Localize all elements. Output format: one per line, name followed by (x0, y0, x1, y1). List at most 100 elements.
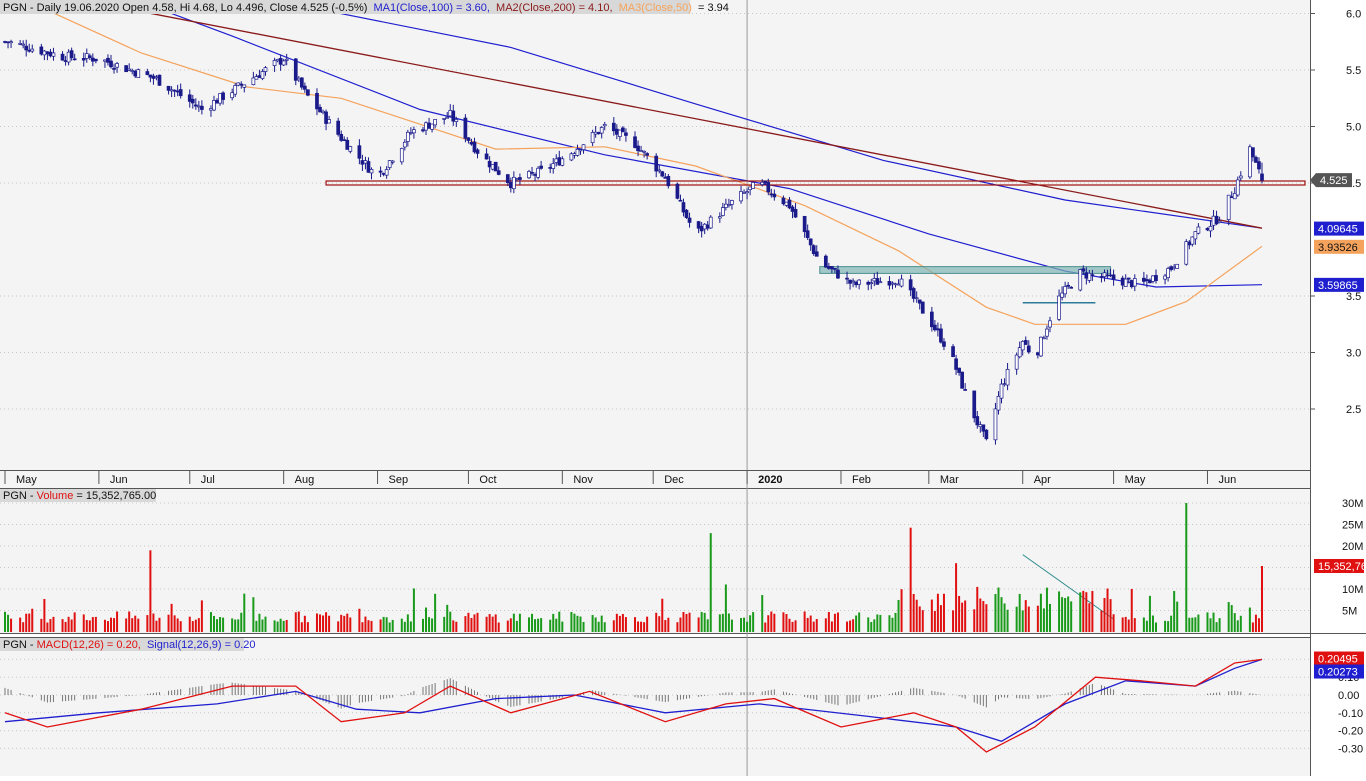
volume-tick-label: 20M (1342, 541, 1363, 553)
candle-body (402, 141, 407, 148)
volume-bar (173, 615, 176, 632)
volume-bar (385, 617, 388, 632)
macd-header-signal: Signal(12,26,9) = 0.20 (147, 639, 256, 651)
candle-body (611, 122, 616, 132)
volume-bar (1233, 613, 1236, 632)
volume-bar (1006, 609, 1009, 632)
volume-bar (973, 609, 976, 632)
volume-bar (346, 613, 349, 632)
volume-bar (664, 620, 667, 632)
volume-bar (909, 527, 912, 632)
volume-bar (1130, 588, 1133, 632)
volume-bar (282, 620, 285, 632)
volume-bar (261, 619, 264, 632)
candle-body (1026, 345, 1031, 353)
candle-body (445, 116, 450, 119)
candle-body (299, 77, 304, 88)
candle-body (427, 122, 431, 129)
volume-bar (73, 612, 76, 632)
candle-body (678, 199, 683, 202)
volume-bar (512, 613, 515, 632)
candle-body (233, 85, 238, 95)
volume-bar (791, 621, 794, 632)
candle-body (536, 167, 540, 178)
candle-body (557, 157, 562, 166)
volume-bar (431, 618, 434, 632)
month-label: Feb (852, 474, 871, 486)
candle-body (272, 60, 277, 66)
grid-layer (0, 0, 1310, 776)
candle-body (802, 215, 807, 233)
volume-bar (558, 611, 561, 632)
price-tick-label: 3.5 (1346, 291, 1361, 303)
candle-body (148, 74, 153, 78)
candle-body (760, 181, 765, 185)
candle-body (454, 119, 459, 122)
candle-body (87, 55, 92, 58)
price-tick-label: 3.0 (1346, 348, 1361, 360)
candle-body (424, 122, 428, 131)
volume-bar (179, 621, 182, 632)
candle-body (315, 92, 319, 110)
last-price-tag-bg (1310, 173, 1352, 188)
candle-body (993, 408, 998, 441)
candlesticks (3, 39, 1264, 445)
candle-body (1254, 156, 1258, 163)
candle-body (999, 383, 1004, 399)
candle-body (193, 104, 198, 107)
candle-body (169, 89, 174, 92)
volume-bar (1082, 590, 1085, 632)
candle-body (475, 149, 480, 154)
candle-body (599, 127, 604, 134)
candle-body (1166, 268, 1170, 278)
candle-body (1169, 266, 1173, 270)
candle-body (187, 94, 192, 102)
candle-body (1102, 272, 1107, 277)
candle-body (1063, 286, 1067, 295)
candle-body (1208, 226, 1213, 232)
candle-body (1251, 147, 1255, 158)
volume-bar (337, 621, 340, 632)
candle-body (933, 324, 937, 331)
candle-body (45, 51, 50, 55)
volume-bar (116, 611, 119, 632)
volume-bar (1239, 615, 1242, 632)
volume-bar (582, 621, 585, 632)
candle-body (72, 58, 77, 61)
volume-bar (515, 620, 518, 632)
candle-body (996, 396, 1001, 411)
volume-bar (803, 611, 806, 632)
price-tick-label: 2.5 (1346, 404, 1361, 416)
volume-bar (1236, 620, 1239, 632)
candle-body (911, 288, 916, 299)
volume-bar (25, 613, 28, 632)
candle-body (357, 145, 362, 159)
candle-body (1217, 220, 1222, 223)
volume-bar (1206, 612, 1209, 632)
price-header-ma3-value: = 3.94 (698, 2, 729, 14)
volume-bar (812, 621, 815, 632)
candle-body (896, 283, 901, 286)
candle-body (1260, 173, 1264, 181)
volume-header-bg (0, 489, 156, 502)
volume-bar (897, 599, 900, 632)
volume-bar (743, 617, 746, 632)
candle-body (236, 82, 241, 86)
candle-body (1069, 286, 1074, 289)
candle-body (42, 50, 47, 56)
volume-bar (273, 620, 276, 632)
candle-body (739, 191, 743, 202)
candle-body (230, 92, 235, 99)
volume-bar (194, 619, 197, 632)
candle-body (421, 129, 425, 132)
candle-body (18, 43, 22, 45)
candle-body (242, 84, 247, 88)
volume-bar (240, 612, 243, 632)
price-tick-label: 5.5 (1346, 65, 1361, 77)
volume-bar (209, 612, 212, 632)
volume-bar (570, 611, 573, 632)
candle-body (914, 297, 919, 300)
volume-bar (661, 598, 664, 632)
volume-header-value: = 15,352,765.00 (76, 490, 156, 502)
